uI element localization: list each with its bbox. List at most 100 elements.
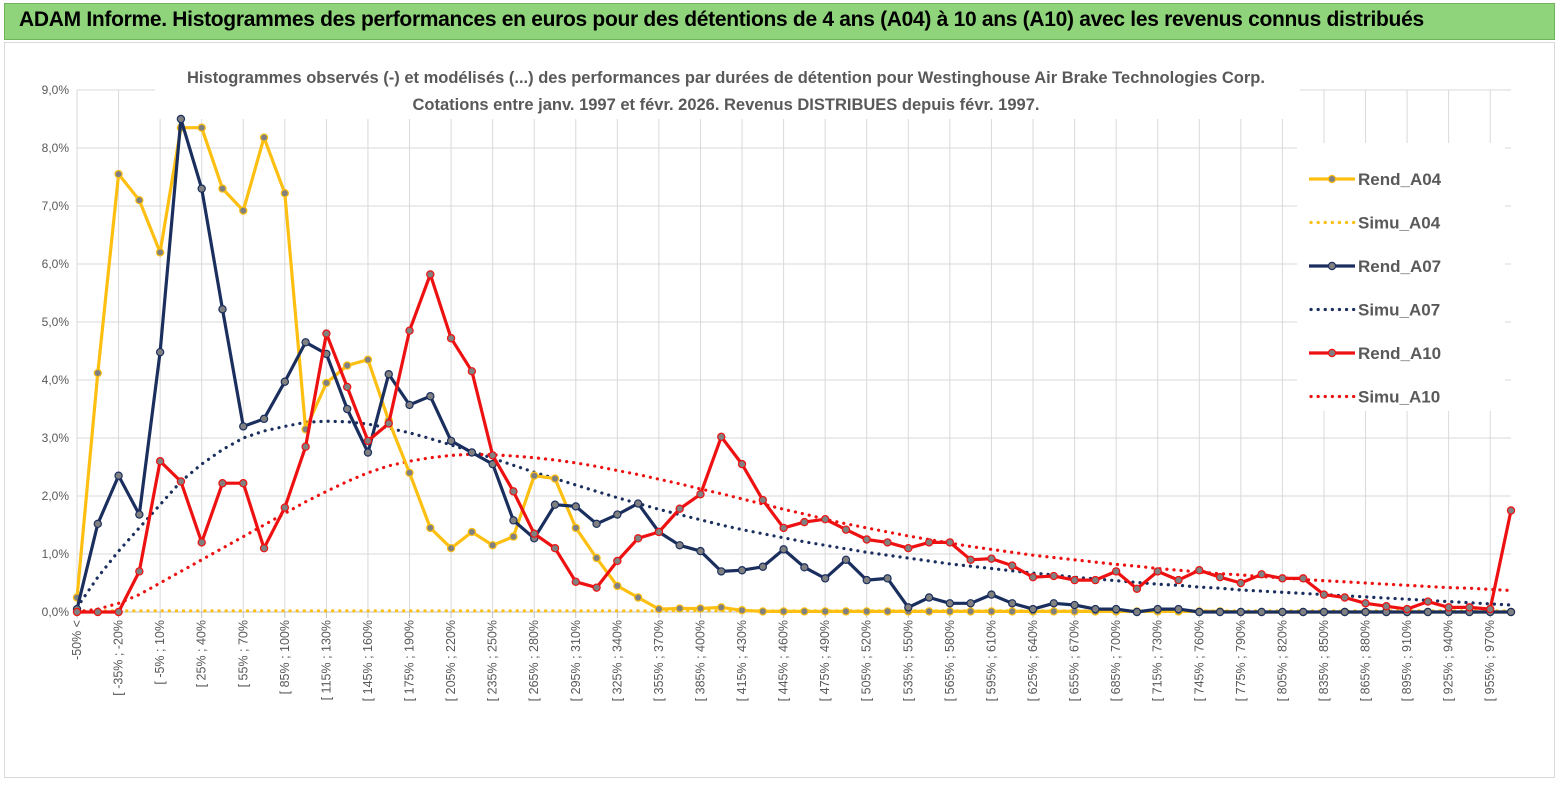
x-tick-label: [ 595% ; 610%: [984, 620, 998, 701]
data-point: [1506, 506, 1516, 515]
data-point: [114, 471, 123, 480]
legend-label: Simu_A07: [1358, 301, 1440, 320]
data-point: [446, 436, 456, 446]
data-point: [342, 361, 352, 370]
x-tick-label: [ 235% ; 250%: [486, 620, 500, 701]
data-point: [1444, 603, 1453, 612]
data-point: [239, 206, 248, 215]
data-point: [1028, 604, 1038, 614]
data-point: [280, 503, 290, 512]
data-point: [1049, 571, 1058, 581]
x-tick-label: [ 925% ; 940%: [1442, 620, 1456, 701]
x-tick-label: [ 85% ; 100%: [278, 620, 292, 694]
data-point: [1111, 567, 1121, 576]
data-point: [155, 457, 165, 466]
data-point: [1340, 593, 1349, 602]
data-point: [924, 607, 934, 616]
x-tick-label: [ -5% ; 10%: [153, 620, 167, 685]
data-point: [966, 607, 975, 616]
data-point: [633, 499, 643, 508]
data-point: [987, 607, 996, 616]
data-point: [1070, 600, 1079, 610]
x-tick-label: [ 655% ; 670%: [1068, 620, 1082, 701]
data-point: [987, 590, 996, 599]
x-tick-label: [ 385% ; 400%: [693, 620, 707, 701]
data-point: [1486, 604, 1495, 614]
data-point: [197, 123, 206, 132]
legend-label: Simu_A10: [1358, 388, 1440, 407]
data-point: [197, 538, 206, 547]
y-axis-ticks: 0,0% 1,0% 2,0% 3,0% 4,0% 5,0% 6,0% 7,0% 8,0% 9,0%: [42, 83, 70, 619]
legend-item: Rend_A10: [1309, 344, 1441, 363]
data-point: [509, 516, 518, 525]
data-point: [1236, 607, 1246, 617]
data-point: [135, 195, 144, 205]
data-point: [363, 355, 373, 364]
data-point: [883, 538, 892, 547]
data-point: [675, 604, 684, 613]
y-tick-label: 6,0%: [42, 257, 70, 271]
legend-background: [1297, 143, 1505, 411]
data-point: [737, 606, 747, 615]
data-point: [1049, 599, 1058, 608]
data-point: [1319, 607, 1329, 617]
series-lines: [72, 114, 1516, 617]
data-point: [509, 487, 518, 496]
x-tick-label: [ 895% ; 910%: [1400, 620, 1414, 701]
series-Rend_A10: [72, 270, 1516, 617]
data-point: [1423, 607, 1433, 617]
y-tick-label: 3,0%: [42, 431, 70, 445]
y-tick-label: 0,0%: [42, 605, 70, 619]
histogram-chart: 0,0% 1,0% 2,0% 3,0% 4,0% 5,0% 6,0% 7,0% 8,0% 9,0%…: [42, 65, 1516, 701]
legend-marker: [1327, 348, 1337, 358]
data-point: [135, 510, 144, 519]
data-point: [259, 414, 269, 424]
data-point: [1298, 607, 1308, 617]
data-point: [280, 377, 290, 386]
data-point: [1008, 599, 1017, 608]
data-point: [72, 607, 82, 617]
data-point: [883, 574, 892, 583]
data-point: [301, 338, 310, 347]
data-point: [530, 529, 539, 538]
data-point: [571, 502, 580, 511]
data-point: [405, 326, 414, 335]
data-point: [758, 607, 768, 616]
data-point: [717, 432, 726, 442]
legend-label: Rend_A10: [1358, 344, 1441, 363]
data-point: [945, 599, 955, 608]
data-point: [862, 607, 871, 616]
data-point: [654, 527, 664, 537]
data-point: [1465, 603, 1474, 612]
data-point: [696, 604, 705, 613]
x-tick-label: [ 145% ; 160%: [361, 620, 375, 701]
data-point: [550, 544, 560, 553]
data-point: [1215, 607, 1225, 617]
data-point: [1319, 590, 1329, 599]
x-tick-label: [ -35% ; -20%: [112, 620, 126, 696]
data-point: [613, 510, 622, 519]
y-tick-label: 4,0%: [42, 373, 70, 387]
data-point: [862, 535, 871, 544]
data-point: [696, 490, 705, 499]
data-point: [675, 504, 684, 513]
legend-item: Simu_A10: [1309, 388, 1440, 407]
data-point: [176, 114, 186, 124]
data-point: [904, 603, 913, 612]
legend-marker: [1327, 261, 1337, 271]
data-point: [550, 474, 560, 483]
series-Simu_A07: [75, 419, 1513, 610]
x-axis-ticks: -50% < [ -35% ; -20% [ -5% ; 10% [ 25% ; 40…: [70, 612, 1497, 701]
data-point: [1132, 584, 1142, 594]
data-point: [883, 607, 892, 616]
data-point: [467, 367, 477, 376]
y-tick-label: 9,0%: [42, 83, 70, 97]
data-point: [945, 538, 955, 547]
data-point: [924, 593, 934, 602]
data-point: [737, 566, 747, 575]
legend-marker: [1327, 174, 1337, 184]
data-point: [779, 545, 788, 554]
data-point: [1257, 570, 1266, 579]
grid-lines: [76, 89, 1511, 613]
legend-item: Rend_A07: [1309, 257, 1441, 276]
